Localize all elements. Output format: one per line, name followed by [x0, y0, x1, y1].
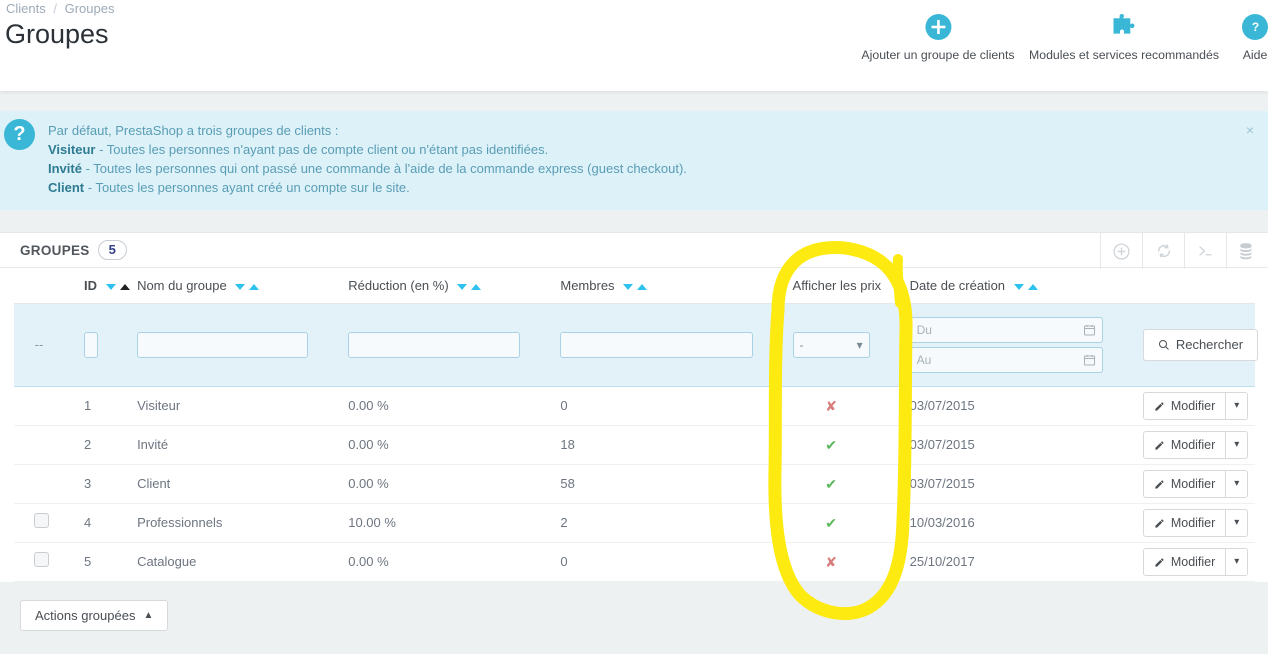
- svg-text:?: ?: [1251, 20, 1258, 34]
